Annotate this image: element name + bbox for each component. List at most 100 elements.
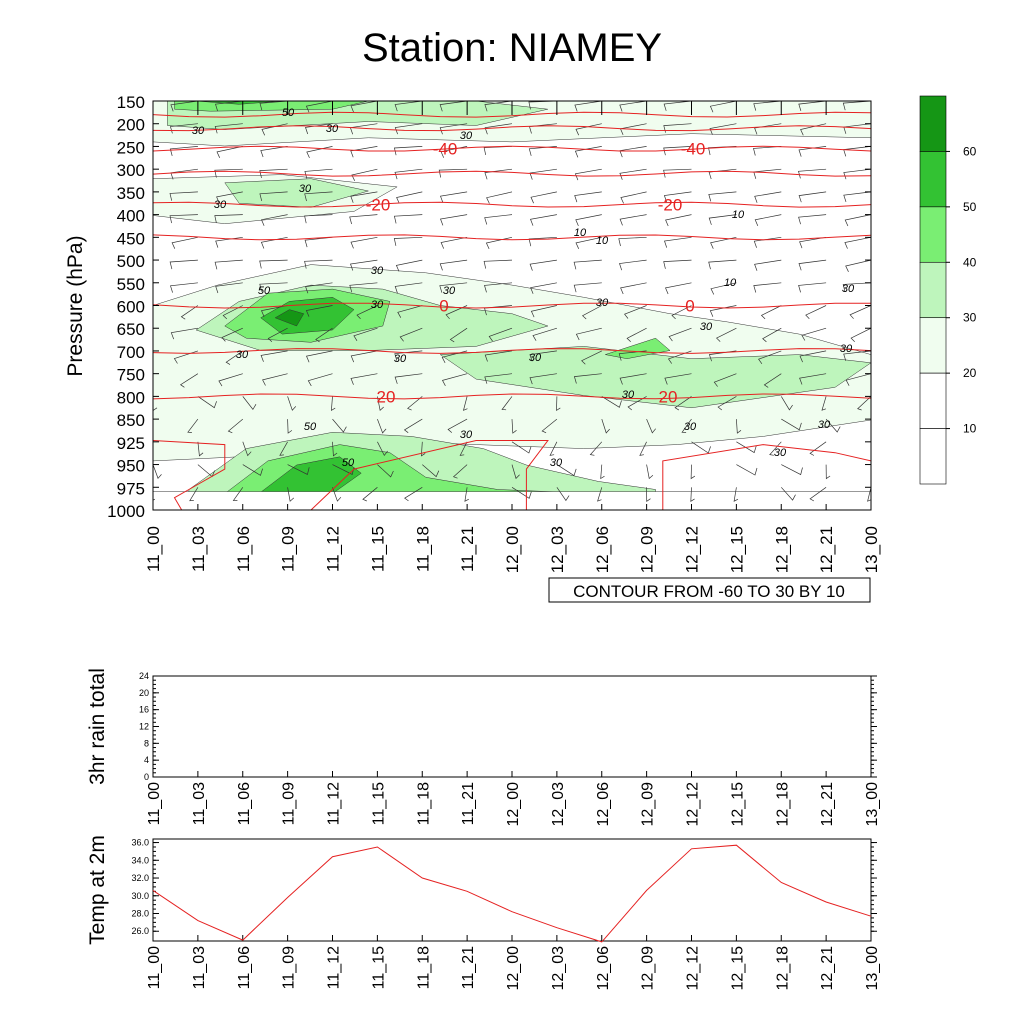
wind-barb — [825, 418, 841, 433]
humidity-label: 10 — [596, 235, 609, 247]
temperature-contours — [153, 111, 871, 510]
wind-barb — [843, 350, 871, 361]
wind-barb — [798, 259, 827, 271]
wind-barb — [262, 373, 288, 386]
isotherm-line — [662, 444, 871, 510]
y-tick-label: 300 — [117, 161, 145, 180]
panel-y-label: 3hr rain total — [86, 668, 109, 785]
x-tick-label: 12_12 — [685, 946, 702, 991]
wind-barb — [393, 236, 423, 246]
wind-barb — [805, 305, 827, 320]
wind-barb — [601, 396, 622, 408]
x-tick-label: 12_00 — [505, 946, 522, 991]
wind-barb — [663, 101, 692, 111]
wind-barb — [153, 441, 154, 443]
humidity-label: 30 — [550, 457, 563, 469]
wind-barb — [798, 282, 827, 293]
wind-barb — [762, 327, 782, 343]
wind-barb — [754, 259, 782, 271]
wind-barb — [844, 236, 871, 249]
wind-barb — [665, 282, 692, 295]
wind-barb — [153, 464, 162, 479]
isotherm-line — [153, 125, 871, 132]
y-tick-label: 8 — [144, 738, 149, 748]
wind-barb — [733, 487, 739, 502]
shade-60-70-mid — [274, 309, 305, 327]
wind-barb — [708, 214, 737, 225]
isotherm-line — [153, 111, 871, 118]
wind-barb — [589, 441, 603, 456]
wind-barb — [261, 123, 288, 136]
wind-barb — [843, 146, 871, 157]
y-tick-label: 350 — [117, 184, 145, 203]
wind-barb — [549, 441, 558, 456]
humidity-label: 30 — [326, 123, 339, 135]
isotherm-line — [153, 145, 871, 152]
isotherm-line — [153, 440, 226, 510]
wind-barb — [307, 373, 333, 387]
y-tick-label: 12 — [139, 722, 149, 732]
y-tick-label: 16 — [139, 705, 149, 715]
wind-barb — [664, 373, 692, 385]
wind-barb — [857, 396, 871, 411]
wind-barb — [330, 396, 336, 412]
x-tick-label: 12_06 — [593, 526, 612, 573]
wind-barb — [350, 101, 378, 113]
wind-barb — [798, 191, 827, 203]
x-tick-label: 11_00 — [144, 526, 163, 572]
wind-barb — [350, 191, 378, 203]
wind-barb — [825, 464, 831, 480]
y-tick-label: 650 — [117, 320, 145, 339]
colorbar-box — [919, 428, 947, 485]
humidity-label: 10 — [724, 277, 737, 289]
wind-barb — [624, 305, 647, 319]
humidity-label: 30 — [371, 265, 384, 277]
wind-barb — [215, 282, 243, 294]
x-tick-label: 12_03 — [550, 946, 567, 991]
wind-barb — [287, 419, 293, 434]
wind-barb — [260, 146, 288, 158]
wind-barb — [574, 146, 602, 158]
wind-barb — [627, 396, 647, 411]
wind-barb — [287, 487, 295, 502]
wind-barb — [646, 487, 651, 502]
isotherm-line — [153, 302, 871, 309]
humidity-label: 30 — [529, 352, 542, 364]
humidity-label: 30 — [460, 429, 473, 441]
isotherm-label: 0 — [685, 297, 694, 316]
x-tick-label: 13_00 — [864, 946, 881, 991]
wind-barb — [781, 464, 803, 476]
wind-barb — [619, 373, 647, 385]
x-tick-label: 12_06 — [595, 782, 612, 827]
wind-barb — [259, 282, 288, 292]
wind-barb — [394, 101, 423, 112]
x-tick-label: 12_18 — [772, 526, 791, 573]
isotherm-label: -20 — [366, 196, 391, 215]
colorbar-box — [919, 261, 947, 319]
wind-barb — [618, 236, 647, 247]
wind-barb — [717, 396, 737, 411]
wind-barb — [486, 191, 513, 204]
wind-barb — [377, 418, 387, 434]
wind-barb — [620, 282, 647, 295]
y-tick-label: 28.0 — [131, 909, 149, 919]
temp2m-panel: 26.0 28.0 30.0 32.0 34.0 36.0 11_00 11_03 11_06 1… — [86, 835, 881, 990]
wind-barb — [445, 305, 468, 320]
wind-barb — [179, 373, 199, 388]
wind-barb — [232, 487, 244, 501]
wind-barb — [439, 123, 468, 135]
wind-barb — [242, 441, 252, 457]
wind-barb — [541, 418, 558, 434]
panel-y-label: Temp at 2m — [86, 835, 109, 945]
wind-barb — [601, 418, 610, 434]
wind-barb — [170, 327, 198, 340]
x-tick-label: 11_09 — [279, 526, 298, 572]
wind-barb — [619, 101, 647, 112]
wind-barb — [708, 191, 737, 202]
x-tick-label: 11_06 — [236, 946, 253, 989]
wind-barb — [438, 168, 468, 178]
wind-barb — [214, 168, 243, 178]
x-tick-label: 11_06 — [234, 526, 253, 572]
wind-barb — [867, 487, 871, 502]
wind-barb — [663, 168, 692, 178]
